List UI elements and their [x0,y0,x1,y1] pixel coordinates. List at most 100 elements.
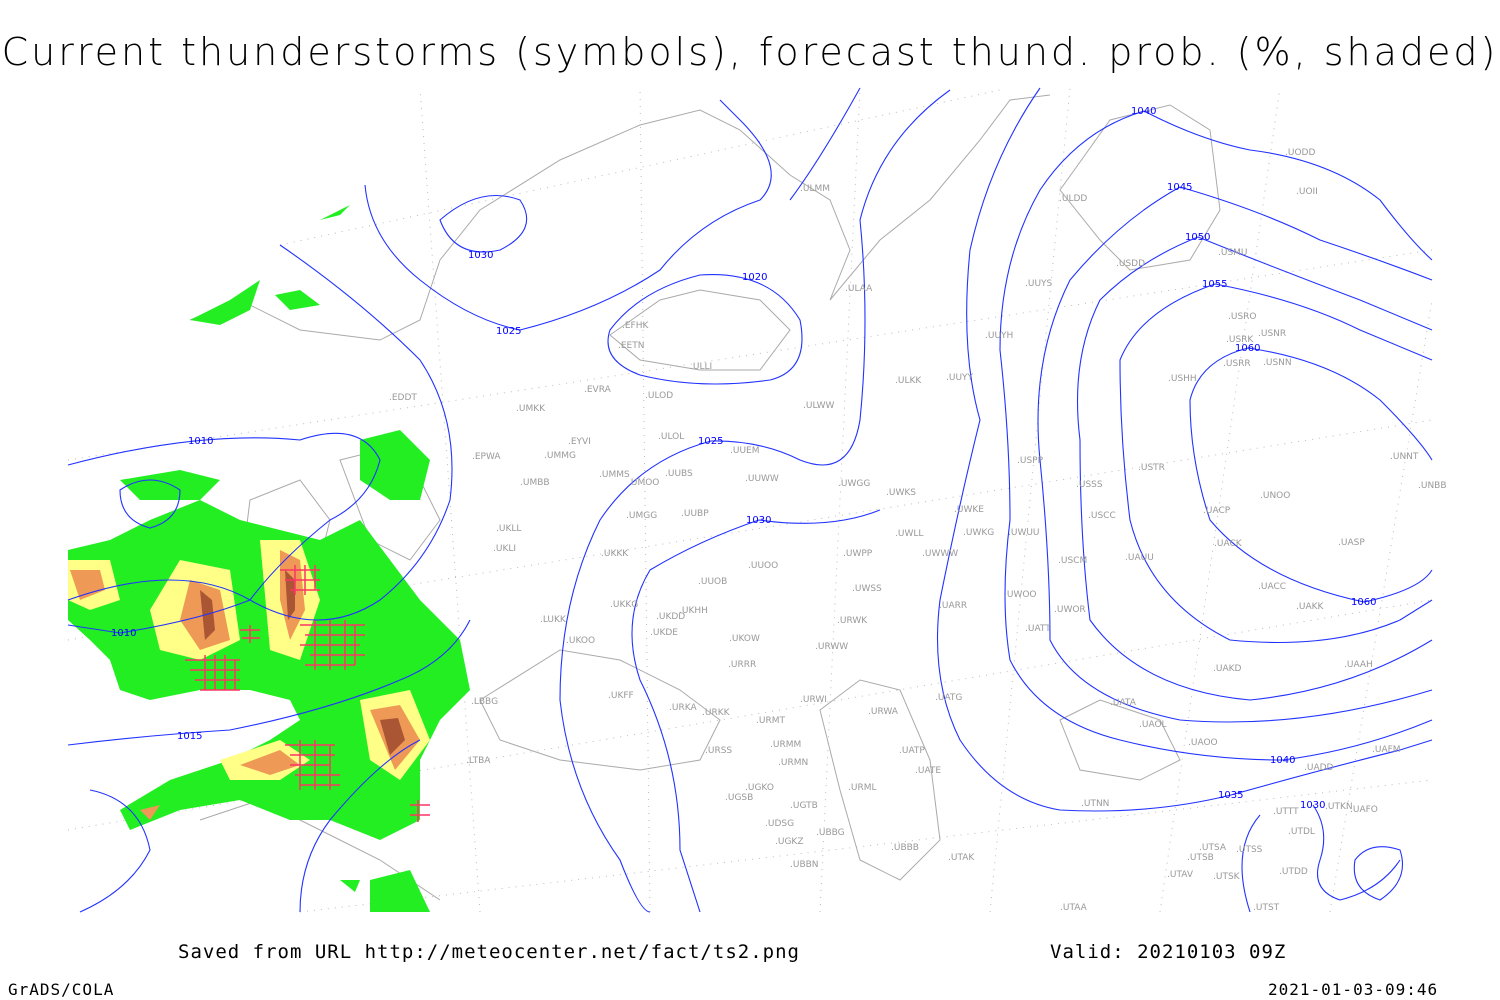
isobar-label: 1060 [1235,343,1260,354]
station-label: .UTDL [1288,827,1315,837]
station-label: .UATA [1110,698,1137,708]
station-label: .UUOO [748,561,778,571]
station-label: .URWI [800,695,827,705]
station-label: .UAKK [1296,602,1325,612]
station-label: .UTDD [1279,867,1308,877]
station-label: .UACK [1214,539,1243,549]
station-label: .URSS [705,746,732,756]
station-label: .UMBB [520,478,550,488]
station-label: .UKDE [650,628,678,638]
station-label: .UWKS [886,488,916,498]
station-label: .UKLI [493,544,516,554]
station-label: .USRK [1226,335,1254,345]
station-label: .UTAV [1167,870,1194,880]
station-label: .UMKK [516,404,546,414]
station-label: .URWA [868,707,899,717]
isobar-label: 1010 [111,628,136,639]
isobar-label: 1030 [468,250,493,261]
isobar-label: 1060 [1351,597,1376,608]
thunderstorm-cluster [240,625,260,643]
thunderstorm-cluster [280,565,320,595]
thunderstorm-cluster [285,740,340,790]
station-label: .UKFF [608,691,634,701]
isobar-label: 1030 [746,515,771,526]
station-label: .UNOO [1260,491,1290,501]
station-label: .UKOW [729,634,760,644]
station-label: .UADD [1304,763,1334,773]
station-label: .UTST [1253,903,1280,913]
station-label: .UWPP [843,549,873,559]
station-label: .UGKZ [775,837,804,847]
station-label: .UWUU [1008,528,1040,538]
station-label: .URWK [837,616,868,626]
station-label: .UKLL [496,524,521,534]
station-label: .UKKK [601,549,629,559]
station-label: .UGKO [745,783,774,793]
isobars [67,87,1433,913]
station-label: .UATP [899,746,925,756]
station-label: .UUYY [946,373,974,383]
station-label: .URMM [770,740,801,750]
station-label: .UAKD [1213,664,1242,674]
station-label: .UBBN [790,860,819,870]
station-label: .UUWW [745,474,779,484]
software-credit: GrADS/COLA [8,980,115,999]
station-label: .UKKG [610,600,638,610]
station-label: .USNR [1258,329,1286,339]
station-label: .UODD [1285,148,1315,158]
station-label: .UNNT [1390,452,1419,462]
station-label: .USTR [1138,463,1165,473]
station-label: .UTSS [1236,845,1263,855]
station-label: .UWLL [895,529,923,539]
station-label: .LTBA [466,756,491,766]
station-label: .UTTT [1273,807,1299,817]
station-label: .USMU [1218,248,1248,258]
station-label: .EPWA [472,452,501,462]
station-label: .ULDD [1059,194,1087,204]
isobar-label: 1025 [698,436,723,447]
station-label: .UAOL [1139,720,1167,730]
saved-from-url: Saved from URL http://meteocenter.net/fa… [178,941,800,963]
station-label: .UWGG [838,479,870,489]
station-label: .UDSG [765,819,794,829]
station-label: .UGTB [790,801,818,811]
isobar-label: 1040 [1131,106,1156,117]
thunderstorm-probability-shading [68,205,470,912]
station-label: .UTSA [1199,843,1227,853]
station-label: .ULKK [895,376,922,386]
station-label: .UMOO [628,478,659,488]
station-label: .UTSB [1187,853,1214,863]
station-label: .UAAH [1344,660,1373,670]
station-label: .UWOO [1004,590,1037,600]
station-label: .URKA [669,703,697,713]
station-label: .UTNN [1081,799,1109,809]
station-label: .UWSS [852,584,882,594]
station-label: .URKK [702,708,731,718]
isobar-label: 1035 [1218,790,1243,801]
station-label: .UACC [1258,582,1286,592]
station-label: .UUBS [665,469,693,479]
isobar-label: 1055 [1202,279,1227,290]
station-label: .USCC [1088,511,1116,521]
station-label: .UWKG [963,528,994,538]
station-label: .ULLI [690,362,712,372]
station-label: .UMGG [626,511,657,521]
station-label: .URRR [728,660,756,670]
thunderstorm-cluster [300,620,365,670]
station-label: .EETN [618,341,644,351]
station-label: .UAFO [1350,805,1378,815]
station-label: .ULMM [800,184,830,194]
isobar-label: 1050 [1185,232,1210,243]
station-label: .URML [848,783,876,793]
station-label: .UTAK [948,853,975,863]
isobar-label: 1045 [1167,182,1192,193]
station-label: .ULOL [658,432,684,442]
station-label: .UAUU [1125,553,1154,563]
station-label: .USNN [1263,358,1292,368]
thunderstorm-cluster [185,655,240,691]
station-label: .UKOO [566,636,595,646]
station-label: .ULAA [845,284,873,294]
station-label: .UUYH [985,331,1013,341]
station-label: .UAFM [1372,745,1401,755]
station-label: .UTAA [1060,903,1088,913]
